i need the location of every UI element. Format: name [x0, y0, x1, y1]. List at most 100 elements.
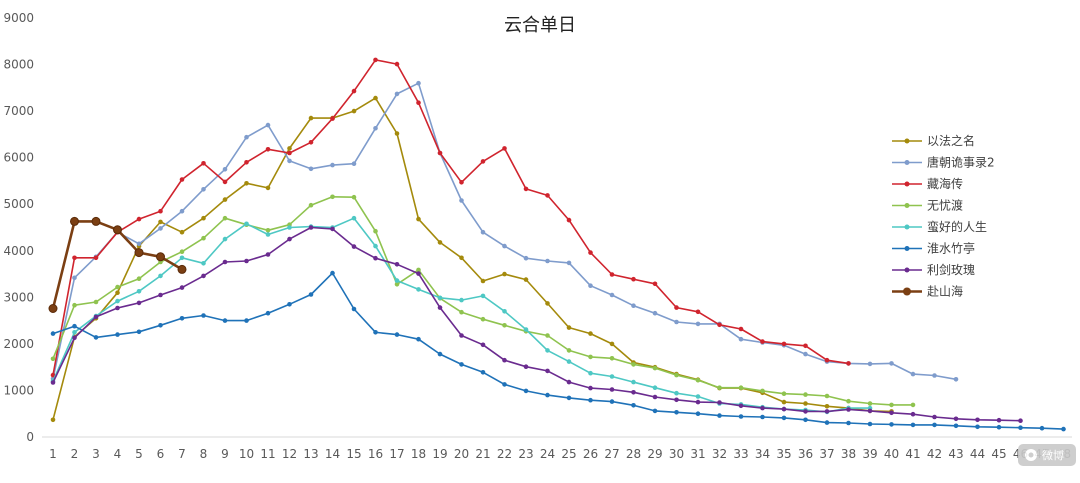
- data-point: [867, 421, 873, 427]
- y-tick-label: 5000: [3, 197, 34, 211]
- data-point: [265, 310, 271, 316]
- data-point: [48, 304, 58, 313]
- legend-label: 以法之名: [927, 133, 975, 148]
- data-point: [760, 339, 765, 344]
- data-point: [588, 385, 593, 391]
- data-point: [588, 397, 593, 403]
- data-point: [609, 399, 615, 404]
- data-point: [932, 422, 937, 428]
- data-point: [115, 284, 120, 290]
- data-point: [179, 229, 185, 235]
- data-point: [265, 122, 271, 128]
- data-point: [201, 215, 206, 221]
- data-point: [631, 276, 636, 282]
- data-point: [308, 166, 314, 172]
- legend-marker: [904, 138, 910, 144]
- y-axis: 0 1000 2000 3000 4000 5000 6000 7000 8000 9000: [3, 11, 34, 444]
- y-tick-label: 2000: [3, 337, 34, 351]
- data-point: [136, 289, 142, 294]
- chart-title: 云合单日: [504, 15, 576, 36]
- data-point: [201, 161, 206, 166]
- data-point: [674, 397, 679, 403]
- x-tick-label: 27: [604, 447, 619, 461]
- x-tick-label: 44: [970, 447, 985, 461]
- data-point: [72, 255, 77, 261]
- x-tick-label: 12: [282, 447, 297, 461]
- data-point: [631, 303, 636, 309]
- data-point: [72, 302, 77, 308]
- data-point: [480, 316, 486, 322]
- data-point: [674, 390, 679, 396]
- data-point: [156, 252, 165, 262]
- data-point: [545, 368, 550, 374]
- data-point: [652, 394, 658, 400]
- watermark-text: 微博: [1042, 448, 1064, 462]
- data-point: [803, 409, 808, 414]
- series-2: [50, 57, 851, 378]
- legend-marker: [904, 203, 910, 208]
- data-point: [373, 255, 378, 261]
- data-point: [91, 216, 101, 226]
- data-point: [609, 387, 615, 392]
- x-tick-label: 37: [819, 447, 834, 461]
- data-point: [287, 146, 292, 151]
- data-point: [72, 330, 77, 335]
- data-point: [781, 406, 787, 412]
- series-6: [50, 225, 1023, 424]
- data-point: [889, 410, 894, 416]
- data-point: [824, 404, 830, 409]
- y-tick-label: 0: [26, 430, 34, 444]
- x-tick-label: 1: [49, 447, 57, 461]
- data-point: [975, 424, 980, 430]
- data-point: [695, 309, 701, 315]
- data-point: [308, 202, 314, 208]
- data-point: [502, 357, 507, 363]
- data-point: [631, 390, 636, 395]
- data-point: [695, 399, 701, 405]
- x-tick-label: 23: [518, 447, 533, 461]
- data-point: [588, 354, 593, 360]
- x-tick-label: 43: [948, 447, 963, 461]
- data-point: [480, 342, 486, 348]
- data-point: [717, 385, 722, 391]
- data-point: [158, 273, 163, 279]
- data-point: [93, 314, 99, 320]
- x-tick-label: 9: [221, 447, 229, 461]
- x-tick-label: 38: [841, 447, 856, 461]
- data-point: [566, 379, 572, 385]
- data-point: [351, 108, 357, 114]
- data-point: [201, 313, 206, 318]
- data-point: [695, 394, 701, 399]
- data-point: [459, 333, 464, 338]
- data-point: [781, 341, 787, 347]
- data-point: [394, 278, 400, 283]
- data-point: [480, 278, 486, 284]
- x-tick-label: 25: [561, 447, 576, 461]
- data-point: [695, 411, 701, 417]
- data-point: [459, 198, 464, 203]
- data-point: [351, 88, 357, 94]
- data-point: [244, 134, 249, 140]
- data-point: [588, 331, 593, 336]
- data-point: [824, 420, 830, 425]
- data-point: [674, 410, 679, 415]
- data-point: [373, 228, 378, 234]
- legend-item: 藏海传: [892, 176, 963, 191]
- data-point: [134, 248, 144, 258]
- data-point: [996, 424, 1002, 430]
- data-point: [72, 275, 77, 281]
- data-point: [308, 292, 314, 297]
- x-tick-label: 4: [114, 447, 122, 461]
- legend-label: 唐朝诡事录2: [927, 155, 995, 170]
- series-3: [50, 194, 916, 408]
- data-point: [222, 259, 228, 265]
- data-point: [523, 255, 529, 261]
- data-point: [136, 241, 142, 247]
- data-point: [93, 335, 99, 340]
- data-point: [803, 417, 808, 423]
- data-point: [50, 356, 56, 362]
- data-point: [394, 332, 400, 337]
